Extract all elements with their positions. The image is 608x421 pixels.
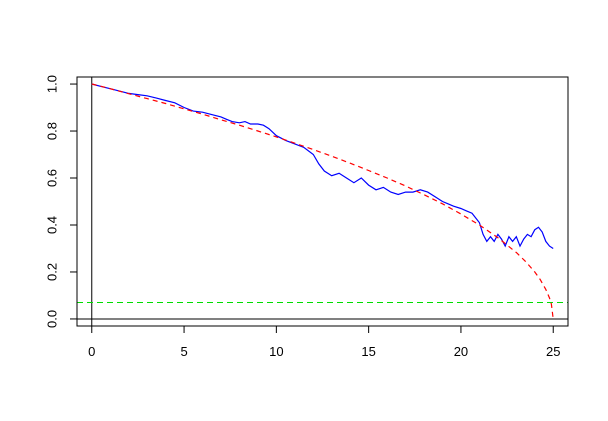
x-tick-label: 20 xyxy=(454,344,468,359)
y-tick-label: 0.0 xyxy=(44,310,59,328)
y-tick-label: 0.8 xyxy=(44,122,59,140)
x-tick-label: 5 xyxy=(180,344,187,359)
y-tick-label: 0.6 xyxy=(44,169,59,187)
series-line-1 xyxy=(91,83,554,250)
y-axis: 0.0 0.2 0.4 0.6 0.8 1.0 xyxy=(44,75,78,328)
plot-frame xyxy=(76,76,569,327)
y-tick-label: 0.2 xyxy=(44,263,59,281)
series-lines xyxy=(91,83,554,320)
x-tick-label: 15 xyxy=(361,344,375,359)
y-tick-label: 0.4 xyxy=(44,216,59,234)
reference-lines xyxy=(77,77,568,326)
y-tick-label: 1.0 xyxy=(44,75,59,93)
x-axis: 0 5 10 15 20 25 xyxy=(88,325,560,359)
x-tick-label: 0 xyxy=(88,344,95,359)
x-tick-label: 25 xyxy=(546,344,560,359)
series-line-2 xyxy=(91,83,554,320)
x-tick-label: 10 xyxy=(269,344,283,359)
